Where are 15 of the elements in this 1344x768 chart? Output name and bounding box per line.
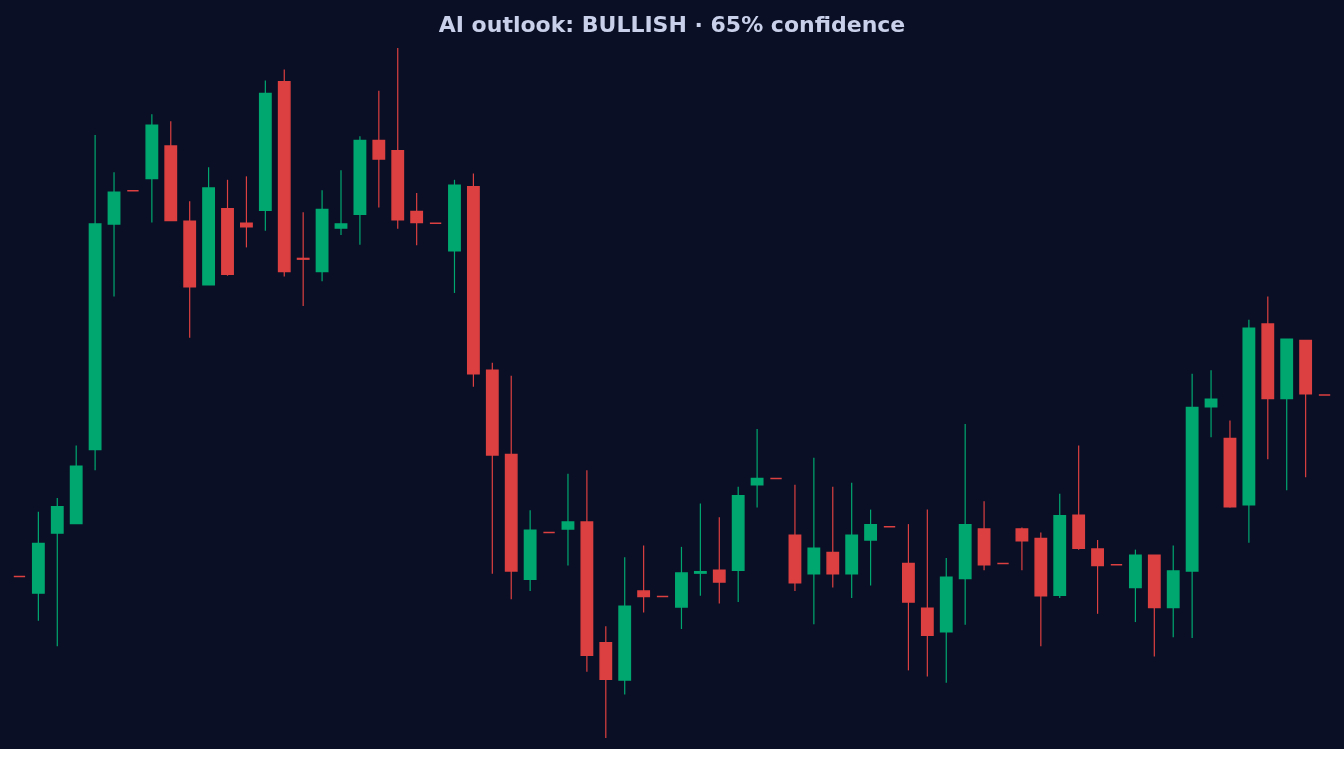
- candlestick: [410, 192, 424, 246]
- candlestick: [693, 502, 707, 597]
- candlestick: [334, 169, 348, 236]
- candlestick: [826, 486, 840, 589]
- chart-title: AI outlook: BULLISH · 65% confidence: [438, 12, 906, 38]
- candlestick: [296, 211, 310, 307]
- candlestick: [1204, 369, 1218, 438]
- candlestick: [864, 509, 878, 587]
- candlestick: [1091, 539, 1104, 615]
- candlestick: [372, 90, 386, 208]
- candlestick: [637, 544, 651, 614]
- candlestick: [1015, 526, 1029, 571]
- candlestick: [712, 516, 726, 605]
- candlestick: [750, 428, 764, 509]
- candlestick: [561, 473, 575, 567]
